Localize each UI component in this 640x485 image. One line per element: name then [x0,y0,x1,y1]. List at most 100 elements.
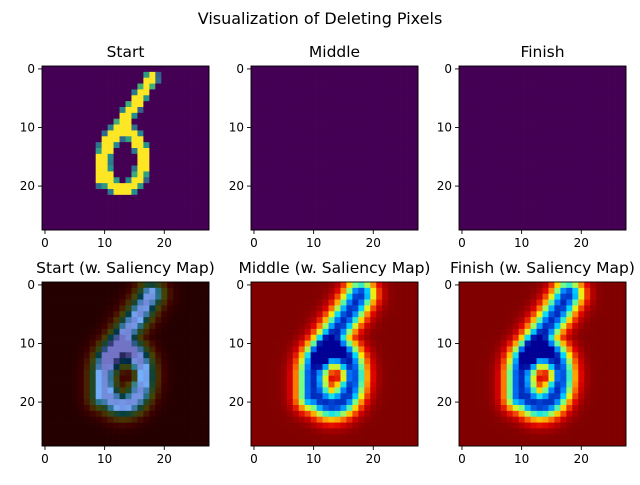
heatmap-cell [59,387,67,394]
heatmap-cell [400,118,407,125]
heatmap-cell [113,136,120,143]
heatmap-cell [376,434,383,441]
heatmap-cell [596,153,603,161]
heatmap-cell [113,305,120,312]
heatmap-cell [203,71,210,79]
heatmap-cell [83,95,91,102]
heatmap-cell [364,282,371,289]
heatmap-cell [71,422,79,429]
heatmap-cell [512,399,519,406]
heatmap-cell [518,393,525,400]
heatmap-cell [518,410,525,418]
heatmap-cell [268,311,276,318]
heatmap-cell [590,142,597,149]
heatmap-cell [340,183,347,190]
heatmap-cell [530,334,537,341]
heatmap-cell [590,212,597,219]
heatmap-cell [536,405,543,412]
heatmap-cell [596,95,603,102]
heatmap-cell [530,405,537,412]
heatmap-cell [542,136,549,143]
heatmap-cell [578,317,585,324]
heatmap-cell [298,118,306,125]
heatmap-cell [268,77,276,84]
heatmap-cell [620,89,627,96]
heatmap-cell [83,206,91,213]
heatmap-cell [286,346,294,353]
heatmap-cell [542,194,549,202]
heatmap-cell [542,130,549,137]
heatmap-cell [524,434,531,441]
heatmap-cell [554,428,561,435]
heatmap-cell [476,287,484,295]
heatmap-cell [476,224,484,231]
heatmap-cell [191,287,198,295]
heatmap-cell [101,153,108,161]
heatmap-cell [53,293,61,300]
heatmap-cell [77,83,85,90]
heatmap-cell [173,399,180,406]
heatmap-cell [328,334,335,341]
heatmap-cell [518,89,525,96]
heatmap-cell [352,183,359,190]
heatmap-cell [358,323,365,330]
heatmap-cell [101,66,108,73]
heatmap-cell [370,334,377,341]
heatmap-cell [590,293,597,300]
heatmap-cell [286,416,294,423]
heatmap-cell [500,364,508,371]
heatmap-cell [346,77,353,84]
heatmap-cell [608,107,615,114]
heatmap-cell [322,136,329,143]
heatmap-cell [161,387,168,394]
heatmap-cell [518,136,525,143]
heatmap-cell [376,118,383,125]
heatmap-cell [340,352,347,359]
heatmap-cell [376,323,383,330]
heatmap-cell [155,118,162,125]
heatmap-cell [482,340,490,347]
heatmap-cell [167,153,174,161]
heatmap-cell [358,112,365,120]
heatmap-cell [358,422,365,429]
heatmap-cell [602,118,609,125]
heatmap-cell [251,399,258,406]
heatmap-cell [161,200,168,207]
heatmap-cell [53,328,61,336]
heatmap-cell [155,189,162,196]
heatmap-cell [137,287,144,295]
heatmap-cell [173,159,180,166]
heatmap-cell [286,136,294,143]
heatmap-cell [370,130,377,137]
heatmap-cell [143,142,150,149]
heatmap-cell [328,159,335,166]
heatmap-cell [530,369,537,377]
heatmap-cell [298,428,306,435]
heatmap-cell [370,428,377,435]
heatmap-cell [548,142,555,149]
heatmap-cell [185,375,192,382]
heatmap-cell [310,305,317,312]
heatmap-cell [524,282,531,289]
heatmap-cell [310,118,317,125]
heatmap-cell [191,422,198,429]
heatmap-cell [412,282,419,289]
heatmap-cell [71,177,79,184]
heatmap-cell [530,416,537,423]
heatmap-cell [322,194,329,202]
heatmap-cell [304,428,311,435]
heatmap-cell [119,405,126,412]
heatmap-cell [482,224,490,231]
heatmap-cell [590,171,597,178]
heatmap-cell [131,358,138,365]
heatmap-cell [470,177,478,184]
heatmap-cell [316,66,323,73]
heatmap-cell [488,130,496,137]
heatmap-cell [376,200,383,207]
heatmap-cell [167,206,174,213]
heatmap-cell [459,124,466,131]
heatmap-cell [542,71,549,79]
heatmap-cell [274,311,282,318]
heatmap-cell [548,177,555,184]
heatmap-cell [512,112,519,120]
